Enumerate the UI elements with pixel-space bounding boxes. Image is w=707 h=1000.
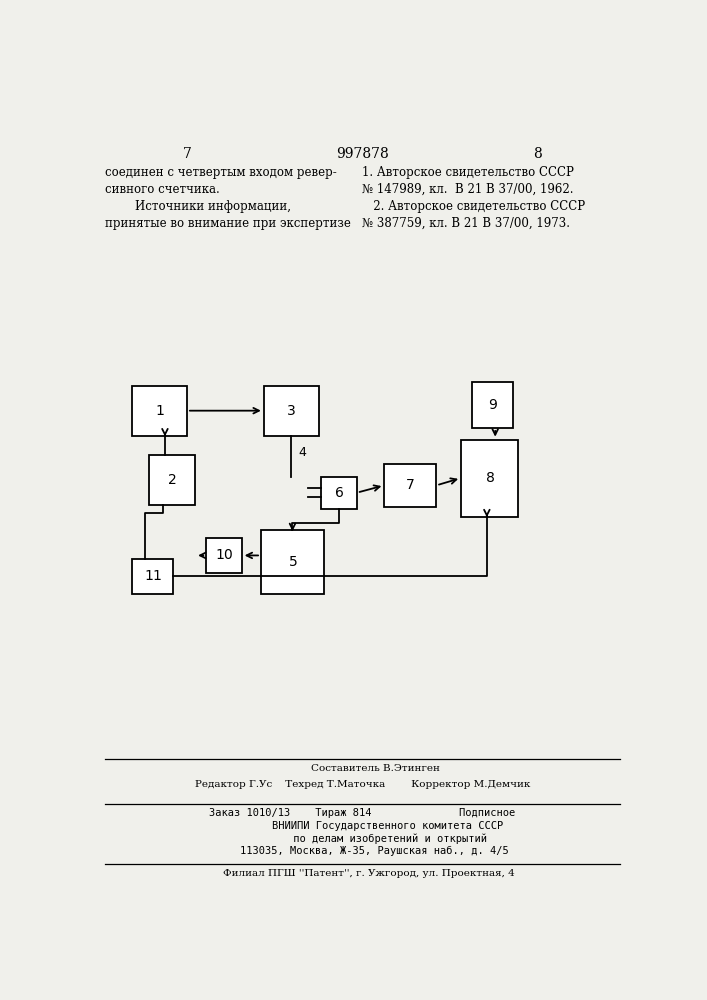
Text: Редактор Г.Ус    Техред Т.Маточка        Корректор М.Демчик: Редактор Г.Ус Техред Т.Маточка Корректор… <box>194 780 530 789</box>
Text: 997878: 997878 <box>336 147 389 161</box>
Text: Филиал ПГШ ''Патент'', г. Ужгород, ул. Проектная, 4: Филиал ПГШ ''Патент'', г. Ужгород, ул. П… <box>210 869 515 878</box>
Text: $\it{5}$: $\it{5}$ <box>288 555 297 569</box>
Text: 113035, Москва, Ж-35, Раушская наб., д. 4/5: 113035, Москва, Ж-35, Раушская наб., д. … <box>216 846 509 856</box>
Text: $\it{9}$: $\it{9}$ <box>488 398 498 412</box>
Text: $\it{10}$: $\it{10}$ <box>215 548 233 562</box>
Text: $\it{1}$: $\it{1}$ <box>155 404 165 418</box>
Text: $\it{4}$: $\it{4}$ <box>298 446 307 459</box>
Text: $\it{6}$: $\it{6}$ <box>334 486 344 500</box>
FancyBboxPatch shape <box>132 386 187 436</box>
Text: $\it{2}$: $\it{2}$ <box>168 473 177 487</box>
Text: 1. Авторское свидетельство СССР
№ 147989, кл.  В 21 В 37/00, 1962.
   2. Авторск: 1. Авторское свидетельство СССР № 147989… <box>363 166 585 230</box>
FancyBboxPatch shape <box>264 386 319 436</box>
Text: по делам изобретений и открытий: по делам изобретений и открытий <box>238 834 487 844</box>
FancyBboxPatch shape <box>461 440 518 517</box>
Text: $\it{7}$: $\it{7}$ <box>406 478 415 492</box>
FancyBboxPatch shape <box>472 382 513 428</box>
FancyBboxPatch shape <box>132 559 173 594</box>
FancyBboxPatch shape <box>321 477 357 509</box>
Text: Составитель В.Этинген: Составитель В.Этинген <box>285 764 440 773</box>
Text: Заказ 1010/13    Тираж 814              Подписное: Заказ 1010/13 Тираж 814 Подписное <box>209 808 515 818</box>
Text: 8: 8 <box>533 147 542 161</box>
Text: $\it{8}$: $\it{8}$ <box>485 471 495 485</box>
FancyBboxPatch shape <box>148 455 195 505</box>
FancyBboxPatch shape <box>261 530 324 594</box>
Text: $\it{3}$: $\it{3}$ <box>286 404 296 418</box>
Text: $\it{11}$: $\it{11}$ <box>144 569 162 583</box>
FancyBboxPatch shape <box>206 538 242 573</box>
Text: ВНИИПИ Государственного комитета СССР: ВНИИПИ Государственного комитета СССР <box>222 821 503 831</box>
Text: соединен с четвертым входом ревер-
сивного счетчика.
        Источники информаци: соединен с четвертым входом ревер- сивно… <box>105 166 351 230</box>
Text: 7: 7 <box>182 147 192 161</box>
FancyBboxPatch shape <box>385 464 436 507</box>
